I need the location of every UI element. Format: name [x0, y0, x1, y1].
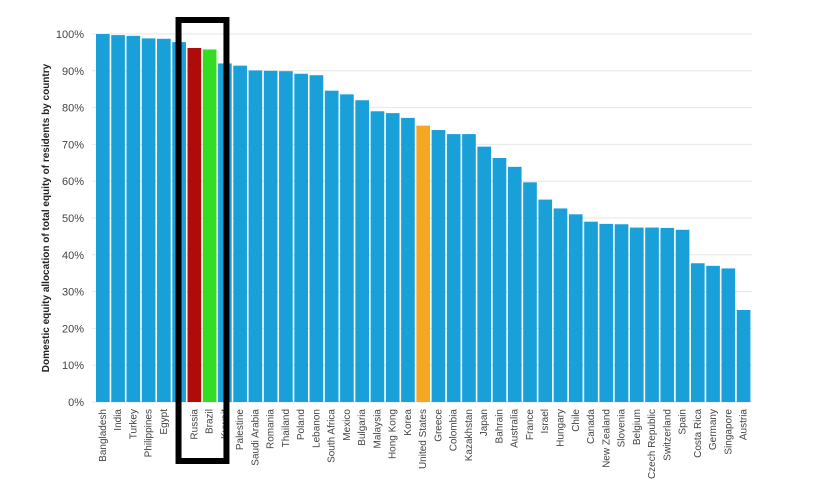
- bar-japan: [477, 146, 492, 402]
- bar-hungary: [553, 208, 568, 402]
- x-tick-label: Palestine: [235, 409, 246, 451]
- x-tick-label: United States: [418, 409, 429, 469]
- bar-south-africa: [324, 90, 339, 402]
- bar-romania: [263, 70, 278, 403]
- bar-czech-republic: [645, 227, 659, 402]
- x-tick-label: Australia: [510, 409, 521, 448]
- bar-switzerland: [660, 227, 675, 402]
- bar-korea: [401, 117, 415, 403]
- bar-germany: [706, 265, 720, 402]
- bar-singapore: [721, 268, 736, 402]
- y-tick-label: 40%: [62, 250, 84, 262]
- bar-bahrain: [492, 158, 507, 402]
- y-tick-label: 90%: [62, 66, 84, 78]
- bar-hong-kong: [385, 113, 400, 403]
- bar-kazakhstan: [462, 134, 476, 402]
- y-tick-label: 20%: [62, 323, 84, 335]
- x-tick-label: Switzerland: [662, 409, 673, 461]
- bar-turkey: [126, 35, 141, 403]
- bar-new-zealand: [599, 223, 614, 402]
- bar-united-states: [416, 125, 431, 402]
- x-tick-label: Singapore: [723, 409, 734, 455]
- x-tick-label: Romania: [266, 409, 277, 449]
- y-tick-label: 100%: [56, 29, 84, 41]
- x-tick-label: Bahrain: [494, 409, 505, 443]
- bar-russia: [187, 47, 202, 402]
- bar-poland: [294, 73, 308, 402]
- bar-austria: [736, 310, 751, 402]
- x-tick-label: Slovenia: [617, 409, 628, 448]
- x-tick-label: Brazil: [205, 409, 216, 434]
- y-tick-label: 10%: [62, 360, 84, 372]
- x-tick-label: Malaysia: [372, 409, 383, 449]
- y-tick-label: 30%: [62, 287, 84, 299]
- y-tick-label: 80%: [62, 103, 84, 115]
- bar-bulgaria: [355, 100, 370, 403]
- highlight-frame: [175, 17, 230, 464]
- x-tick-label: Kazakhstan: [464, 409, 475, 461]
- bar-spain: [675, 229, 690, 402]
- bar-philippines: [141, 38, 156, 402]
- y-axis-ticks: 0% 10% 20% 30% 40% 50% 60% 70% 80% 90% 100%: [56, 29, 84, 409]
- x-tick-label: South Africa: [327, 409, 338, 463]
- x-tick-label: Lebanon: [311, 409, 322, 448]
- bar-lebanon: [309, 75, 324, 402]
- x-tick-label: Austria: [739, 409, 750, 441]
- x-tick-label: Poland: [296, 409, 307, 440]
- bar-mexico: [340, 94, 354, 403]
- x-tick-label: Hungary: [556, 409, 567, 447]
- bar-chile: [568, 214, 583, 402]
- bar-india: [111, 35, 125, 402]
- x-tick-label: Greece: [433, 409, 444, 442]
- x-tick-label: Germany: [708, 409, 719, 450]
- bar-israel: [538, 199, 553, 402]
- x-tick-label: Thailand: [281, 409, 292, 447]
- x-tick-label: Russia: [189, 409, 200, 440]
- bar-bangladesh: [96, 34, 110, 402]
- bar-brazil: [202, 49, 217, 403]
- x-tick-label: India: [113, 409, 124, 431]
- x-tick-label: Japan: [479, 409, 490, 436]
- x-tick-label: Mexico: [342, 409, 353, 441]
- x-tick-label: Czech Republic: [647, 409, 658, 479]
- x-tick-label: Korea: [403, 409, 414, 436]
- x-tick-label: Spain: [678, 409, 689, 435]
- bar-egypt: [157, 38, 171, 403]
- x-tick-label: Saudi Arabia: [250, 409, 261, 466]
- y-tick-label: 70%: [62, 139, 84, 151]
- bar-slovenia: [614, 224, 629, 402]
- bar-canada: [584, 221, 598, 402]
- x-tick-label: Canada: [586, 409, 597, 444]
- bar-australia: [507, 166, 522, 402]
- x-tick-label: New Zealand: [601, 409, 612, 468]
- x-tick-label: Costa Rica: [693, 409, 704, 458]
- bar-belgium: [629, 227, 644, 402]
- x-tick-label: Bulgaria: [357, 409, 368, 446]
- bar-france: [523, 182, 537, 402]
- y-tick-label: 0%: [68, 397, 84, 409]
- x-tick-label: Turkey: [128, 409, 139, 439]
- bar-saudi-arabia: [248, 70, 263, 402]
- bar-palestine: [233, 65, 247, 402]
- y-tick-label: 50%: [62, 213, 84, 225]
- bar-costa-rica: [690, 263, 705, 402]
- bar-thailand: [279, 71, 293, 402]
- bar-colombia: [446, 134, 461, 402]
- x-tick-label: Hong Kong: [388, 409, 399, 459]
- x-axis-ticks: Bangladesh India Turkey Philippines Egypt Rus…: [98, 409, 750, 479]
- y-axis-label: Domestic equity allocation of total equi…: [41, 63, 52, 372]
- x-tick-label: Chile: [571, 409, 582, 432]
- bar-malaysia: [370, 111, 385, 402]
- x-tick-label: Philippines: [144, 409, 155, 457]
- y-tick-label: 60%: [62, 176, 84, 188]
- bar-greece: [431, 130, 446, 402]
- x-tick-label: Belgium: [632, 409, 643, 445]
- x-tick-label: France: [525, 409, 536, 441]
- overlay: [175, 17, 230, 464]
- x-tick-label: Colombia: [449, 409, 460, 452]
- x-tick-label: Bangladesh: [98, 409, 109, 462]
- x-tick-label: Israel: [540, 409, 551, 433]
- x-tick-label: Egypt: [159, 409, 170, 435]
